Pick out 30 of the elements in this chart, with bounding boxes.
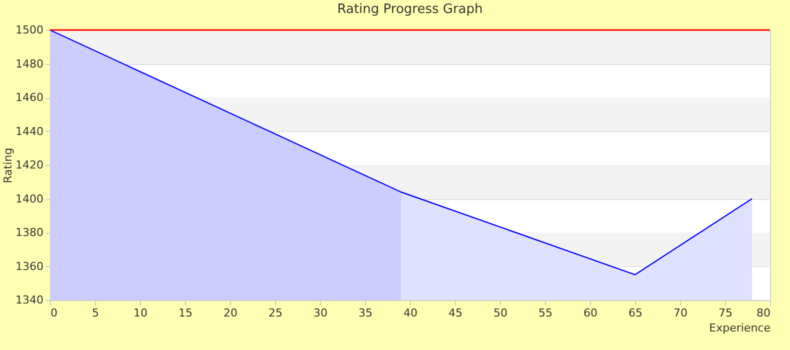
x-tick-label: 0 [50, 306, 58, 320]
x-tick-label: 40 [404, 306, 418, 320]
x-tick-label: 45 [448, 306, 462, 320]
x-tick-label: 10 [134, 306, 148, 320]
x-tick-label: 55 [538, 306, 552, 320]
y-tick-label: 1500 [16, 24, 44, 36]
x-tick-label: 50 [494, 306, 508, 320]
y-tick-label: 1480 [16, 57, 44, 70]
x-tick-label: 5 [92, 306, 99, 320]
y-tick-label: 1440 [16, 124, 44, 138]
x-tick-label: 70 [674, 306, 688, 320]
y-tick-label: 1400 [16, 192, 44, 206]
y-tick-label: 1420 [16, 158, 44, 172]
y-tick-label: 1380 [16, 226, 44, 239]
y-axis-title: Rating [2, 148, 15, 184]
x-tick-label: 15 [178, 306, 192, 320]
y-tick-label: 1340 [16, 294, 44, 306]
x-axis-title: Experience [709, 322, 771, 334]
chart-title: Rating Progress Graph [337, 2, 483, 17]
x-tick-label: 80 [756, 306, 770, 320]
line-series [49, 29, 753, 276]
x-tick-label: 35 [358, 306, 372, 320]
x-tick-label: 20 [224, 306, 238, 320]
x-tick-label: 60 [584, 306, 598, 320]
y-tick-label: 1360 [16, 260, 44, 273]
y-tick-label: 1460 [16, 91, 44, 104]
x-tick-label: 75 [718, 306, 732, 320]
x-tick-label: 25 [268, 306, 282, 320]
x-tick-label: 30 [314, 306, 328, 320]
x-tick-label: 65 [628, 306, 642, 320]
